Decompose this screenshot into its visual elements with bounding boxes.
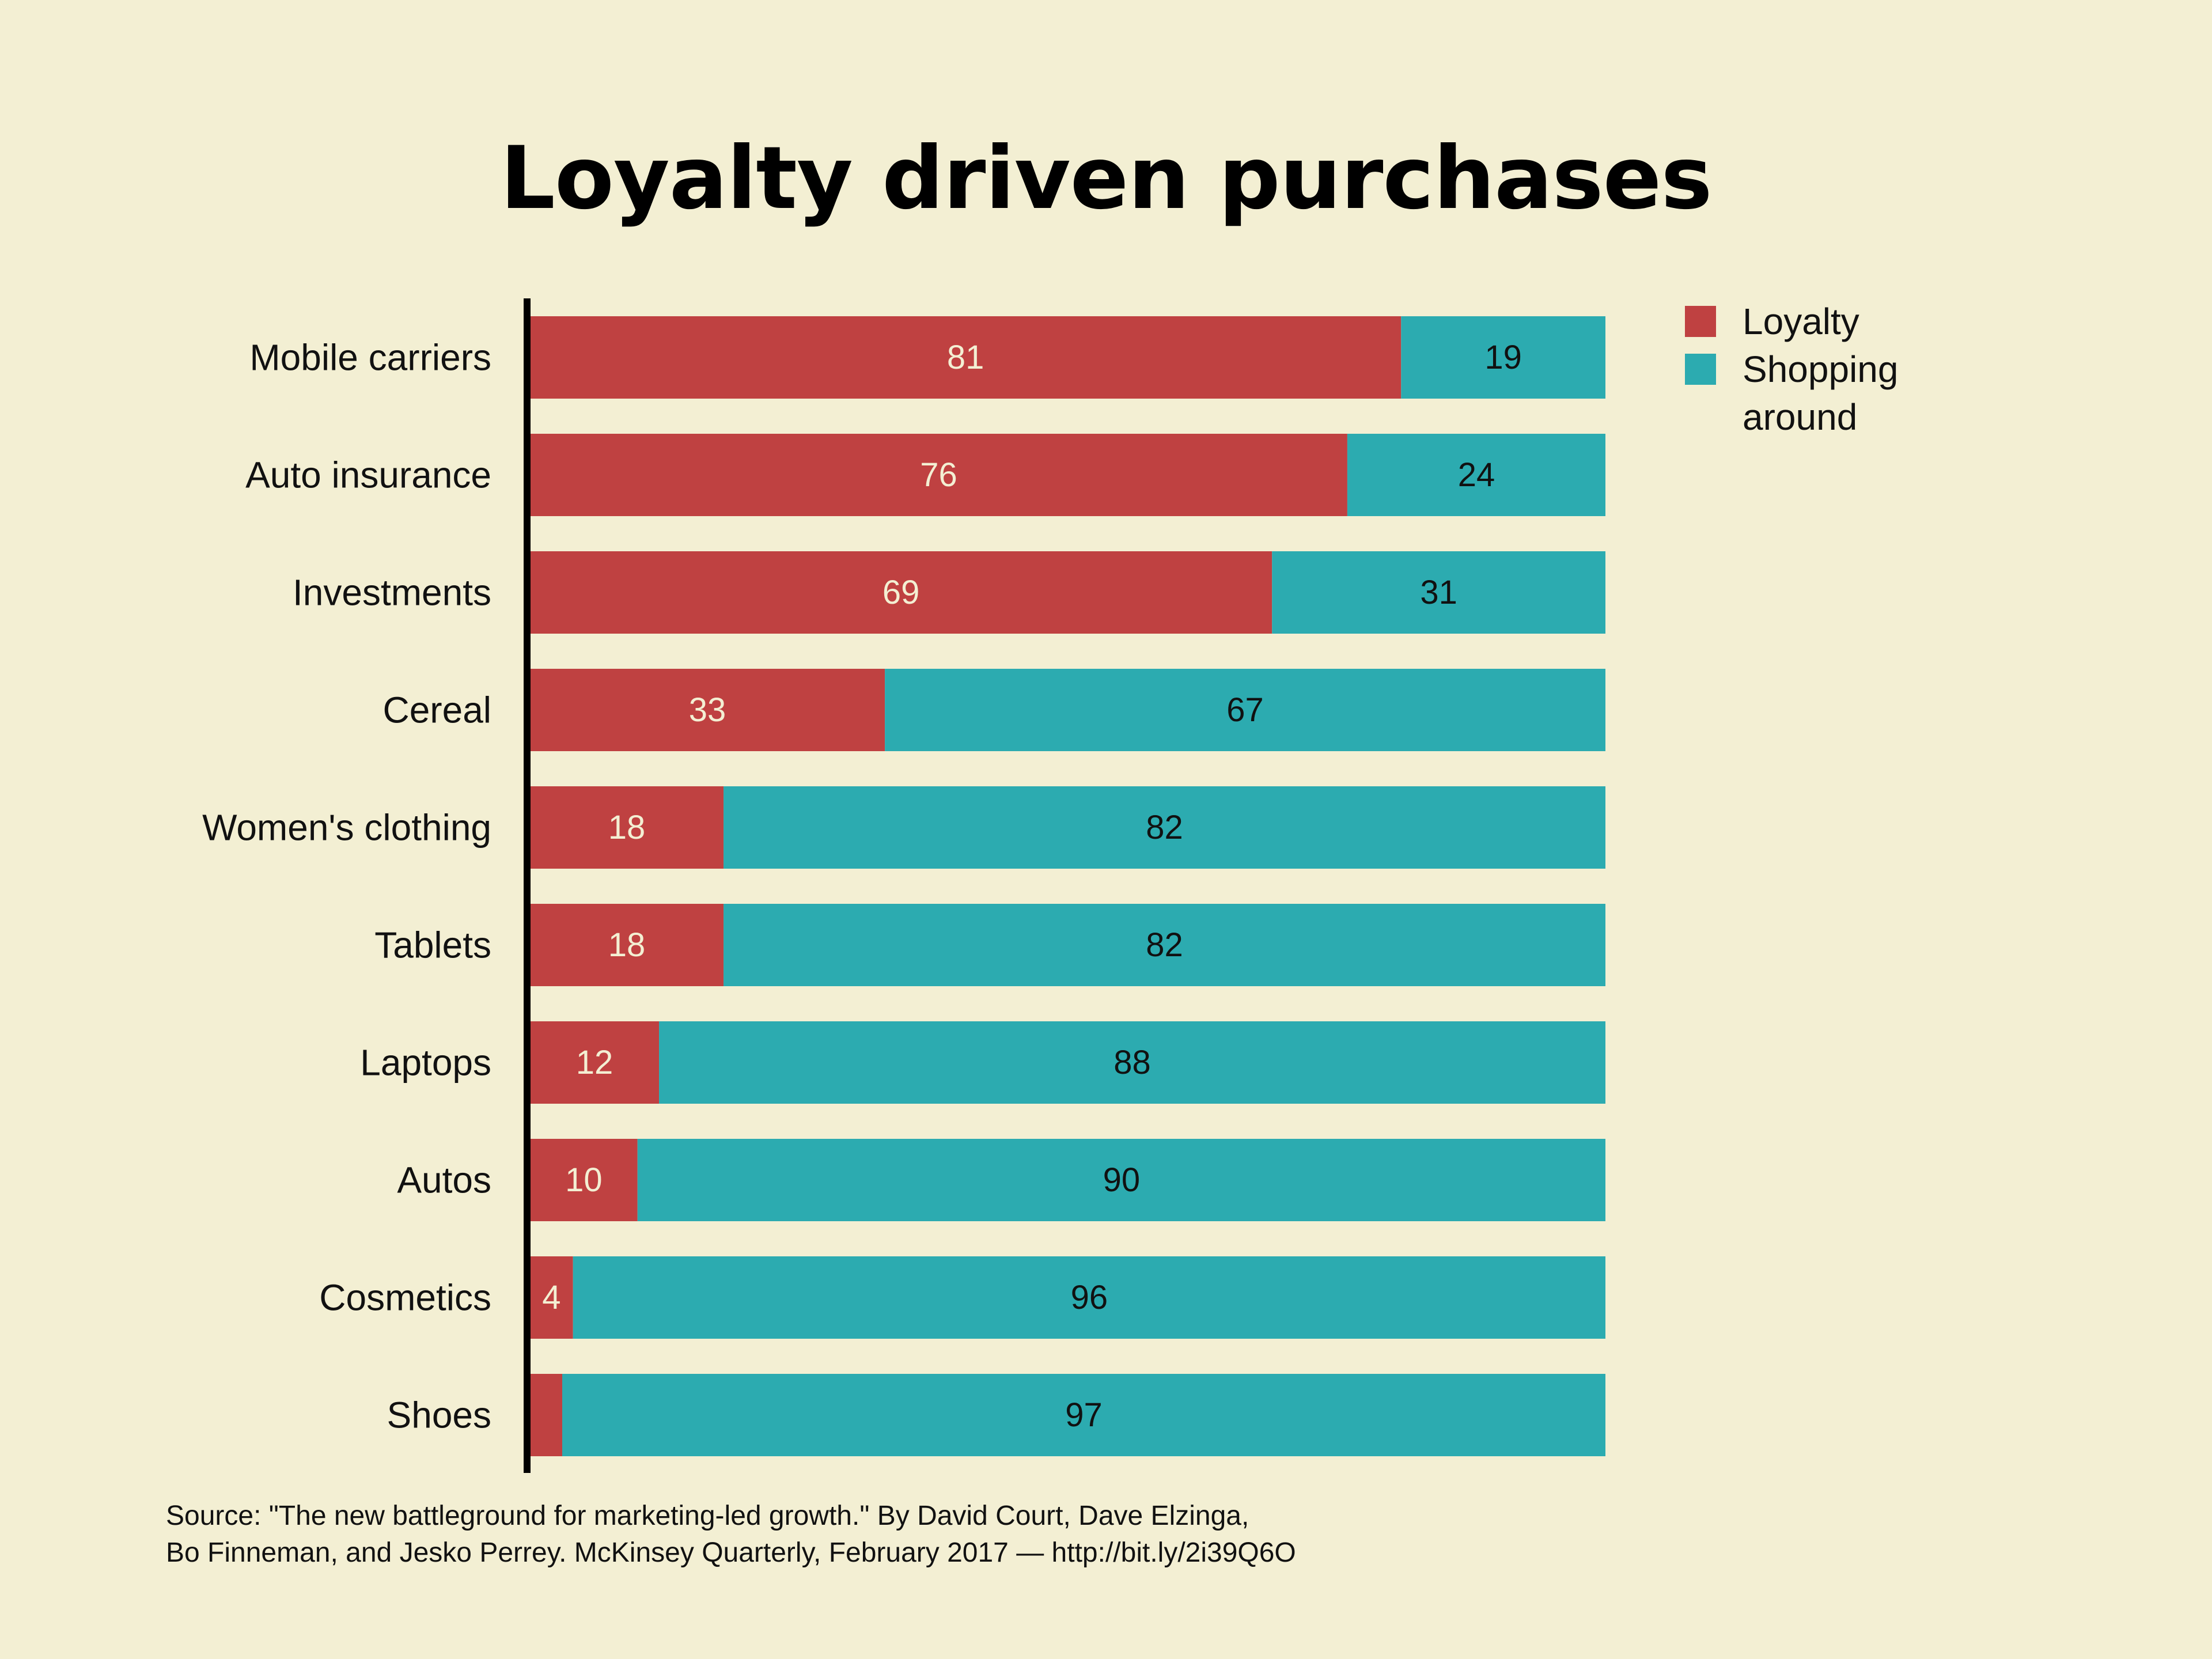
data-label-shopping-around-investments: 31 bbox=[1420, 574, 1457, 611]
bar-shopping-around-cereal bbox=[885, 669, 1605, 751]
data-label-shopping-around-cereal: 67 bbox=[1226, 691, 1264, 729]
legend-swatch-loyalty bbox=[1685, 306, 1716, 337]
bar-loyalty-laptops bbox=[530, 1021, 660, 1104]
bar-shopping-around-tablets bbox=[724, 904, 1605, 986]
category-label-laptops: Laptops bbox=[360, 1042, 491, 1084]
source-line-1: Source: "The new battleground for market… bbox=[166, 1501, 1249, 1531]
category-label-autos: Autos bbox=[397, 1160, 491, 1201]
legend-label-loyalty: Loyalty bbox=[1743, 301, 1859, 342]
bar-shopping-around-cosmetics bbox=[573, 1256, 1606, 1339]
data-label-loyalty-cereal: 33 bbox=[689, 691, 726, 729]
source-note: Source: "The new battleground for market… bbox=[166, 1498, 1664, 1571]
data-label-shopping-around-tablets: 82 bbox=[1146, 926, 1183, 964]
bar-shopping-around-autos bbox=[637, 1139, 1605, 1221]
data-label-shopping-around-autos: 90 bbox=[1103, 1161, 1141, 1199]
data-label-shopping-around-shoes: 97 bbox=[1065, 1396, 1103, 1434]
category-label-mobile-carriers: Mobile carriers bbox=[249, 337, 491, 378]
bar-loyalty-auto-insurance bbox=[530, 434, 1347, 516]
bar-shopping-around-women-s-clothing bbox=[724, 786, 1605, 869]
legend-label-shopping-around: Shopping around bbox=[1743, 349, 1899, 438]
data-label-loyalty-cosmetics: 4 bbox=[542, 1279, 560, 1316]
source-line-2: Bo Finneman, and Jesko Perrey. McKinsey … bbox=[166, 1537, 1296, 1568]
data-label-loyalty-mobile-carriers: 81 bbox=[947, 339, 984, 376]
legend-swatch-shopping-around bbox=[1685, 354, 1716, 385]
data-label-loyalty-auto-insurance: 76 bbox=[920, 456, 957, 494]
bar-loyalty-mobile-carriers bbox=[530, 316, 1402, 399]
data-label-loyalty-autos: 10 bbox=[565, 1161, 603, 1199]
category-label-shoes: Shoes bbox=[387, 1395, 491, 1436]
bar-shopping-around-laptops bbox=[659, 1021, 1605, 1104]
category-label-tablets: Tablets bbox=[374, 925, 491, 966]
data-label-loyalty-investments: 69 bbox=[882, 574, 920, 611]
bar-loyalty-cereal bbox=[530, 669, 885, 751]
bar-loyalty-women-s-clothing bbox=[530, 786, 724, 869]
category-label-investments: Investments bbox=[293, 572, 491, 613]
category-label-auto-insurance: Auto insurance bbox=[245, 454, 491, 496]
data-label-loyalty-laptops: 12 bbox=[576, 1044, 613, 1081]
bar-shopping-around-mobile-carriers bbox=[1401, 316, 1605, 399]
data-label-loyalty-women-s-clothing: 18 bbox=[608, 809, 646, 846]
data-label-shopping-around-laptops: 88 bbox=[1113, 1044, 1151, 1081]
bar-loyalty-investments bbox=[530, 551, 1272, 634]
chart-title: Loyalty driven purchases bbox=[500, 128, 1712, 229]
data-label-shopping-around-women-s-clothing: 82 bbox=[1146, 809, 1183, 846]
data-label-loyalty-tablets: 18 bbox=[608, 926, 646, 964]
bar-shopping-around-shoes bbox=[562, 1374, 1605, 1456]
bar-loyalty-autos bbox=[530, 1139, 638, 1221]
bar-loyalty-tablets bbox=[530, 904, 724, 986]
bar-shopping-around-investments bbox=[1272, 551, 1605, 634]
bar-shopping-around-auto-insurance bbox=[1347, 434, 1605, 516]
bar-loyalty-shoes bbox=[530, 1374, 563, 1456]
data-label-shopping-around-cosmetics: 96 bbox=[1071, 1279, 1108, 1316]
category-label-women-s-clothing: Women's clothing bbox=[202, 807, 491, 849]
data-label-shopping-around-auto-insurance: 24 bbox=[1458, 456, 1495, 494]
category-label-cereal: Cereal bbox=[382, 690, 491, 731]
category-label-cosmetics: Cosmetics bbox=[319, 1277, 491, 1319]
data-label-shopping-around-mobile-carriers: 19 bbox=[1484, 339, 1522, 376]
bar-loyalty-cosmetics bbox=[530, 1256, 573, 1339]
